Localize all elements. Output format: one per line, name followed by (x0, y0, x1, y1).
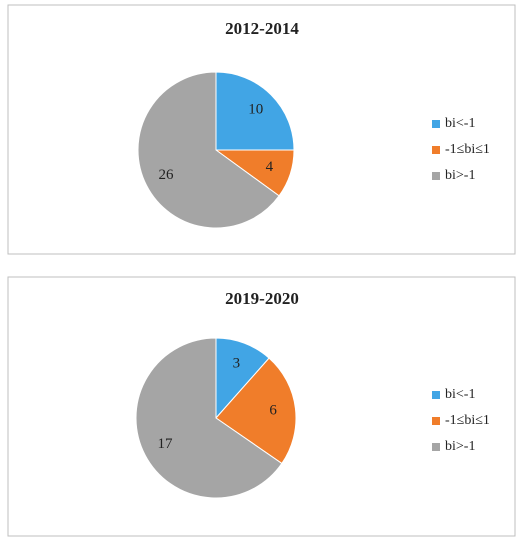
pie-slice (137, 71, 280, 229)
legend-swatch (432, 443, 440, 451)
legend-entry: bi>-1 (445, 168, 475, 183)
legend-entry: -1≤bi≤1 (445, 142, 490, 157)
pie-slice (215, 357, 297, 465)
chart-title: 2019-2020 (225, 289, 299, 308)
chart-title: 2012-2014 (225, 19, 299, 38)
data-label: 10 (248, 102, 263, 118)
data-label: 26 (158, 167, 174, 183)
legend-swatch (432, 391, 440, 399)
pie-slice (215, 71, 295, 151)
pie-slice (135, 337, 283, 499)
legend-entry: bi<-1 (445, 387, 475, 402)
data-label: 4 (266, 159, 274, 175)
legend-swatch (432, 146, 440, 154)
legend-swatch (432, 120, 440, 128)
data-label: 6 (269, 402, 277, 418)
legend-swatch (432, 417, 440, 425)
data-label: 3 (233, 356, 241, 372)
legend-entry: bi<-1 (445, 116, 475, 131)
legend-entry: -1≤bi≤1 (445, 413, 490, 428)
legend-swatch (432, 172, 440, 180)
legend-entry: bi>-1 (445, 439, 475, 454)
data-label: 17 (157, 436, 173, 452)
